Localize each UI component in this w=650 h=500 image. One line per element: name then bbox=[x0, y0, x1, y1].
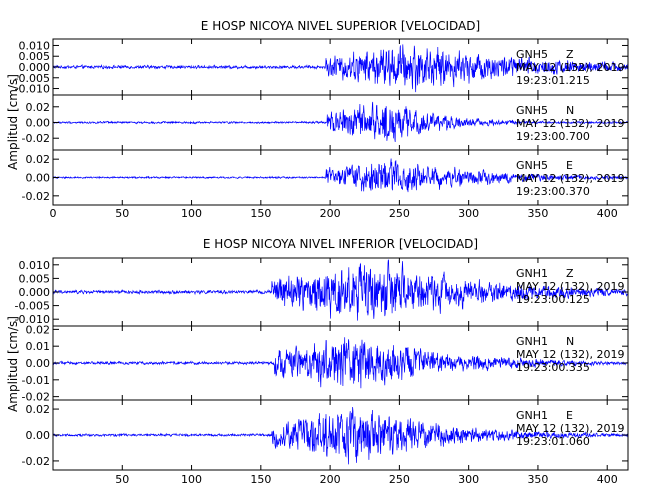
chart-superior: E HOSP NICOYA NIVEL SUPERIOR [VELOCIDAD]… bbox=[6, 19, 629, 220]
x-tick-label: 250 bbox=[389, 207, 410, 220]
waveform-sup-n bbox=[53, 101, 628, 143]
y-tick-label: 0.010 bbox=[19, 259, 51, 272]
record-date: MAY 12 (132), 2019 bbox=[516, 61, 624, 74]
x-tick-label: 300 bbox=[458, 207, 479, 220]
y-tick-label: 0.000 bbox=[19, 286, 51, 299]
y-tick-label: -0.010 bbox=[15, 313, 50, 326]
waveform-inf-e bbox=[53, 406, 628, 465]
record-time: 19:23:00.125 bbox=[516, 293, 590, 306]
x-tick-label: 350 bbox=[527, 473, 548, 486]
component-name: Z bbox=[566, 267, 574, 280]
x-tick-label: 100 bbox=[181, 473, 202, 486]
station-name: GNH1 bbox=[516, 267, 548, 280]
x-tick-label: 300 bbox=[458, 473, 479, 486]
station-label: GNH1 E bbox=[516, 409, 573, 422]
record-time: 19:23:01.060 bbox=[516, 435, 590, 448]
station-name: GNH5 bbox=[516, 159, 548, 172]
component-name: N bbox=[566, 335, 574, 348]
x-tick-label: 400 bbox=[597, 207, 618, 220]
x-tick-label: 0 bbox=[50, 207, 57, 220]
y-tick-label: -0.02 bbox=[22, 391, 50, 404]
x-tick-label: 150 bbox=[250, 473, 271, 486]
y-tick-label: -0.02 bbox=[22, 455, 50, 468]
y-tick-label: -0.005 bbox=[15, 300, 50, 313]
component-name: Z bbox=[566, 48, 574, 61]
y-axis-label: Amplitud [cm/s] bbox=[6, 74, 20, 170]
x-tick-label: 350 bbox=[527, 207, 548, 220]
y-tick-label: 0.005 bbox=[19, 50, 51, 63]
station-label: GNH5 N bbox=[516, 104, 574, 117]
y-tick-label: 0.00 bbox=[26, 117, 51, 130]
y-tick-label: -0.01 bbox=[22, 374, 50, 387]
x-tick-label: 100 bbox=[181, 207, 202, 220]
y-tick-label: 0.010 bbox=[19, 39, 51, 52]
component-name: N bbox=[566, 104, 574, 117]
station-name: GNH5 bbox=[516, 104, 548, 117]
station-label: GNH1 N bbox=[516, 335, 574, 348]
y-tick-label: 0.02 bbox=[26, 101, 51, 114]
chart-title: E HOSP NICOYA NIVEL INFERIOR [VELOCIDAD] bbox=[203, 237, 478, 251]
x-tick-label: 150 bbox=[250, 207, 271, 220]
station-name: GNH5 bbox=[516, 48, 548, 61]
chart-inferior: E HOSP NICOYA NIVEL INFERIOR [VELOCIDAD]… bbox=[6, 237, 629, 486]
y-tick-label: 0.00 bbox=[26, 429, 51, 442]
record-time: 19:23:00.370 bbox=[516, 185, 590, 198]
record-date: MAY 12 (132), 2019 bbox=[516, 280, 624, 293]
y-tick-label: 0.01 bbox=[26, 340, 51, 353]
record-date: MAY 12 (132), 2019 bbox=[516, 422, 624, 435]
record-date: MAY 12 (132), 2019 bbox=[516, 172, 624, 185]
y-tick-label: 0.005 bbox=[19, 272, 51, 285]
waveform-inf-n bbox=[53, 337, 628, 389]
x-tick-label: 50 bbox=[115, 473, 129, 486]
y-tick-label: 0.00 bbox=[26, 172, 51, 185]
y-tick-label: 0.00 bbox=[26, 357, 51, 370]
station-label: GNH1 Z bbox=[516, 267, 574, 280]
station-name: GNH1 bbox=[516, 335, 548, 348]
y-tick-label: 0.02 bbox=[26, 153, 51, 166]
station-label: GNH5 E bbox=[516, 159, 573, 172]
record-time: 19:23:00.335 bbox=[516, 361, 590, 374]
x-tick-label: 200 bbox=[320, 207, 341, 220]
x-tick-label: 400 bbox=[597, 473, 618, 486]
y-tick-label: 0.02 bbox=[26, 403, 51, 416]
y-tick-label: -0.010 bbox=[15, 83, 50, 96]
waveform-inf-z bbox=[53, 259, 628, 321]
record-date: MAY 12 (132), 2019 bbox=[516, 117, 624, 130]
y-tick-label: 0.02 bbox=[26, 323, 51, 336]
component-name: E bbox=[566, 159, 573, 172]
station-name: GNH1 bbox=[516, 409, 548, 422]
record-time: 19:23:00.700 bbox=[516, 130, 590, 143]
record-time: 19:23:01.215 bbox=[516, 74, 590, 87]
record-date: MAY 12 (132), 2019 bbox=[516, 348, 624, 361]
y-tick-label: -0.02 bbox=[22, 132, 50, 145]
station-label: GNH5 Z bbox=[516, 48, 574, 61]
waveform-sup-e bbox=[53, 158, 628, 193]
x-tick-label: 200 bbox=[320, 473, 341, 486]
y-tick-label: -0.005 bbox=[15, 72, 50, 85]
x-tick-label: 250 bbox=[389, 473, 410, 486]
y-tick-label: -0.02 bbox=[22, 190, 50, 203]
chart-title: E HOSP NICOYA NIVEL SUPERIOR [VELOCIDAD] bbox=[201, 19, 480, 33]
component-name: E bbox=[566, 409, 573, 422]
y-axis-label: Amplitud [cm/s] bbox=[6, 316, 20, 412]
x-tick-label: 50 bbox=[115, 207, 129, 220]
waveform-sup-z bbox=[53, 44, 628, 93]
y-tick-label: 0.000 bbox=[19, 61, 51, 74]
